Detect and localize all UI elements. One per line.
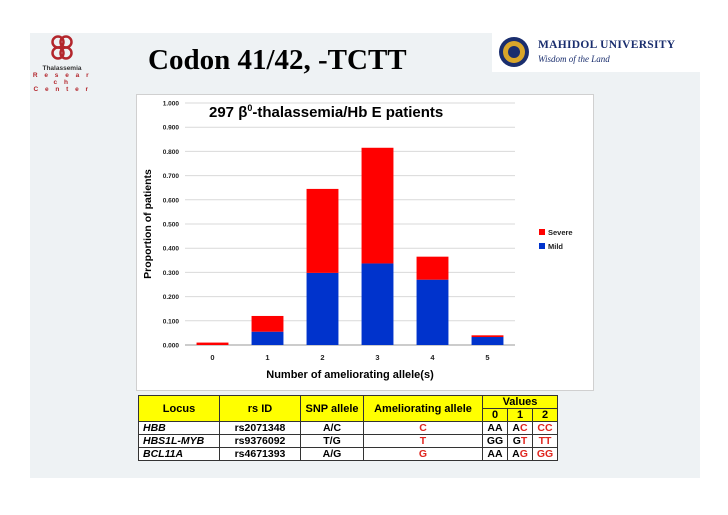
- cell-snp-allele: A/G: [300, 447, 364, 461]
- chart-panel: 0.000 0.100 0.200 0.300 0.400 0.500 0.600 0.700…: [136, 94, 594, 391]
- cell-rsid: rs2071348: [219, 421, 301, 435]
- legend-label-mild: Mild: [548, 242, 563, 251]
- header-value-2: 2: [532, 408, 558, 422]
- x-tick-label: 1: [265, 353, 269, 362]
- y-axis-title: Proportion of patients: [142, 169, 154, 279]
- cell-locus: HBS1L-MYB: [138, 434, 220, 448]
- y-tick-label: 0.300: [163, 270, 180, 277]
- cell-value-2: TT: [532, 434, 558, 448]
- stacked-bar-chart: 0.000 0.100 0.200 0.300 0.400 0.500 0.600 0.700…: [142, 101, 573, 382]
- university-name: MAHIDOL UNIVERSITY: [538, 39, 676, 51]
- x-tick-label: 5: [485, 353, 489, 362]
- cell-value-1: AG: [507, 447, 533, 461]
- cell-value-1: AC: [507, 421, 533, 435]
- bar-mild: [471, 337, 504, 345]
- header-rsid: rs ID: [219, 395, 301, 422]
- bar-severe: [471, 335, 504, 338]
- header-value-1: 1: [507, 408, 533, 422]
- chart-title-beta: β: [238, 104, 248, 121]
- cell-snp-allele: A/C: [300, 421, 364, 435]
- header-ameliorating-allele: Ameliorating allele: [363, 395, 483, 422]
- cell-ameliorating-allele: G: [363, 447, 483, 461]
- cell-value-1-first: G: [512, 435, 521, 447]
- y-tick-label: 0.800: [163, 149, 180, 156]
- x-tick-label: 0: [210, 353, 214, 362]
- cell-locus: HBB: [138, 421, 220, 435]
- chart-title-prefix: 297: [209, 104, 239, 121]
- chart-title-superscript: 0: [247, 103, 253, 113]
- mahidol-university-logo: MAHIDOL UNIVERSITY Wisdom of the Land: [492, 33, 700, 72]
- header-value-0: 0: [482, 408, 508, 422]
- table-row: HBS1L-MYB rs9376092 T/G T GG GT TT: [138, 434, 558, 448]
- bar-severe: [251, 315, 284, 332]
- snp-table: Locus rs ID SNP allele Ameliorating alle…: [138, 395, 558, 461]
- y-tick-label: 0.000: [163, 343, 180, 350]
- cell-value-0: AA: [482, 447, 508, 461]
- cell-value-0: AA: [482, 421, 508, 435]
- logo-line-2: R e s e a r c h: [32, 72, 92, 86]
- y-tick-label: 0.200: [163, 294, 180, 301]
- x-tick-label: 2: [320, 353, 324, 362]
- cell-ameliorating-allele: C: [363, 421, 483, 435]
- cell-value-1-second: T: [520, 435, 528, 447]
- chart-title-suffix: -thalassemia/Hb E patients: [252, 104, 444, 121]
- cell-rsid: rs9376092: [219, 434, 301, 448]
- bar-mild: [306, 272, 339, 345]
- y-tick-label: 0.600: [163, 197, 180, 204]
- logo-line-1: Thalassemia: [42, 65, 82, 72]
- university-seal-icon: [499, 37, 529, 67]
- x-tick-label: 3: [375, 353, 379, 362]
- cell-locus: BCL11A: [138, 447, 220, 461]
- snp-table-container: Locus rs ID SNP allele Ameliorating alle…: [138, 395, 558, 461]
- header-locus: Locus: [138, 395, 220, 422]
- cell-value-1-second: C: [520, 422, 528, 434]
- x-axis-title: Number of ameliorating allele(s): [266, 369, 434, 381]
- cell-value-2: CC: [532, 421, 558, 435]
- thalassemia-logo-icon: [51, 35, 73, 60]
- thalassemia-research-center-logo: Thalassemia R e s e a r c h C e n t e r: [30, 33, 94, 93]
- y-tick-label: 0.500: [163, 222, 180, 229]
- y-tick-label: 0.700: [163, 173, 180, 180]
- cell-value-1-first: A: [512, 448, 520, 460]
- cell-ameliorating-allele: T: [363, 434, 483, 448]
- logo-line-3: C e n t e r: [33, 86, 91, 93]
- bar-severe: [306, 188, 339, 273]
- legend-swatch-mild: [539, 243, 545, 249]
- university-motto: Wisdom of the Land: [538, 54, 610, 64]
- cell-value-1-first: A: [512, 422, 520, 434]
- header-values: Values: [482, 395, 558, 409]
- cell-value-1-second: G: [519, 448, 528, 460]
- table-header-row: Locus rs ID SNP allele Ameliorating alle…: [138, 395, 558, 422]
- slide-title: Codon 41/42, -TCTT: [148, 44, 407, 76]
- cell-snp-allele: T/G: [300, 434, 364, 448]
- cell-rsid: rs4671393: [219, 447, 301, 461]
- bar-mild: [416, 279, 449, 345]
- bar-severe: [196, 342, 229, 345]
- cell-value-2: GG: [532, 447, 558, 461]
- header-snp-allele: SNP allele: [300, 395, 364, 422]
- cell-value-1: GT: [507, 434, 533, 448]
- table-row: BCL11A rs4671393 A/G G AA AG GG: [138, 447, 558, 461]
- legend-swatch-severe: [539, 229, 545, 235]
- y-tick-label: 0.900: [163, 125, 180, 132]
- bar-mild: [361, 263, 394, 345]
- table-row: HBB rs2071348 A/C C AA AC CC: [138, 421, 558, 435]
- bar-severe: [361, 147, 394, 264]
- y-tick-label: 0.100: [163, 318, 180, 325]
- cell-value-0: GG: [482, 434, 508, 448]
- thalassemia-logo-text: Thalassemia R e s e a r c h C e n t e r: [30, 65, 94, 93]
- y-tick-label: 0.400: [163, 246, 180, 253]
- legend-label-severe: Severe: [548, 228, 573, 237]
- chart-title: 297 β0-thalassemia/Hb E patients: [209, 103, 443, 121]
- bar-severe: [416, 256, 449, 280]
- bar-mild: [251, 331, 284, 345]
- y-tick-label: 1.000: [163, 101, 180, 108]
- x-tick-label: 4: [430, 353, 435, 362]
